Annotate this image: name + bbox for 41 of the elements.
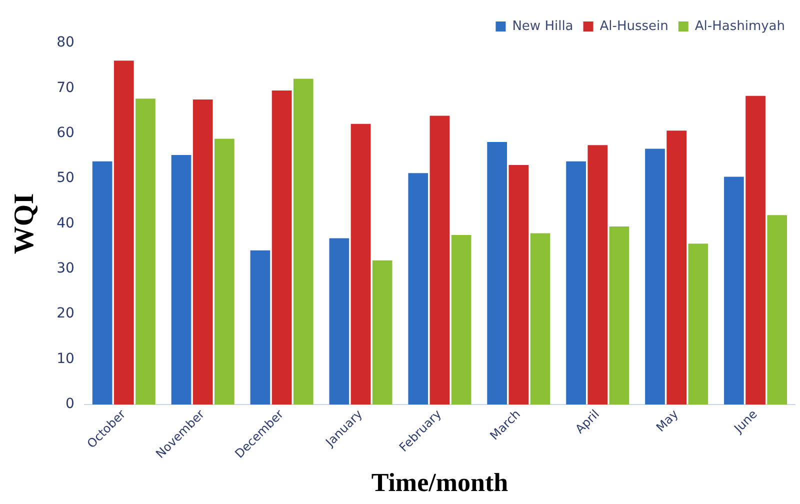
legend-label: Al-Hashimyah [694,18,785,34]
x-axis-title: Time/month [371,468,509,498]
bar [508,165,529,404]
bar [136,98,156,404]
bar [487,142,508,404]
y-tick-label: 0 [65,396,74,412]
bar [272,90,292,404]
bar [114,60,134,404]
bar [645,148,665,404]
y-tick-label: 70 [56,80,74,96]
bar [666,130,686,404]
bar [214,138,234,404]
bar [430,116,450,404]
bar [250,250,270,404]
bar [372,260,392,404]
bar [171,155,192,404]
y-tick-label: 10 [56,350,74,367]
y-tick-label: 80 [56,34,74,51]
legend-label: Al-Hussein [600,18,668,34]
bar [767,215,788,404]
bar [746,96,766,404]
bar [451,235,472,404]
y-tick-label: 40 [56,215,74,232]
y-tick-label: 60 [56,125,74,142]
bar [329,238,350,404]
y-tick-label: 30 [56,260,74,277]
bar [92,161,112,404]
bar [530,233,550,404]
y-tick-label: 20 [56,306,74,322]
y-axis-title: WQI [9,193,40,254]
bar [293,78,314,404]
bar [408,173,428,404]
bar [724,176,744,404]
y-tick-label: 50 [56,170,74,186]
bar [192,99,213,404]
bar [588,145,608,404]
bar [609,226,630,404]
bar [688,244,708,404]
legend-label: New Hilla [512,18,574,34]
bar [350,124,371,404]
bar [566,161,586,404]
